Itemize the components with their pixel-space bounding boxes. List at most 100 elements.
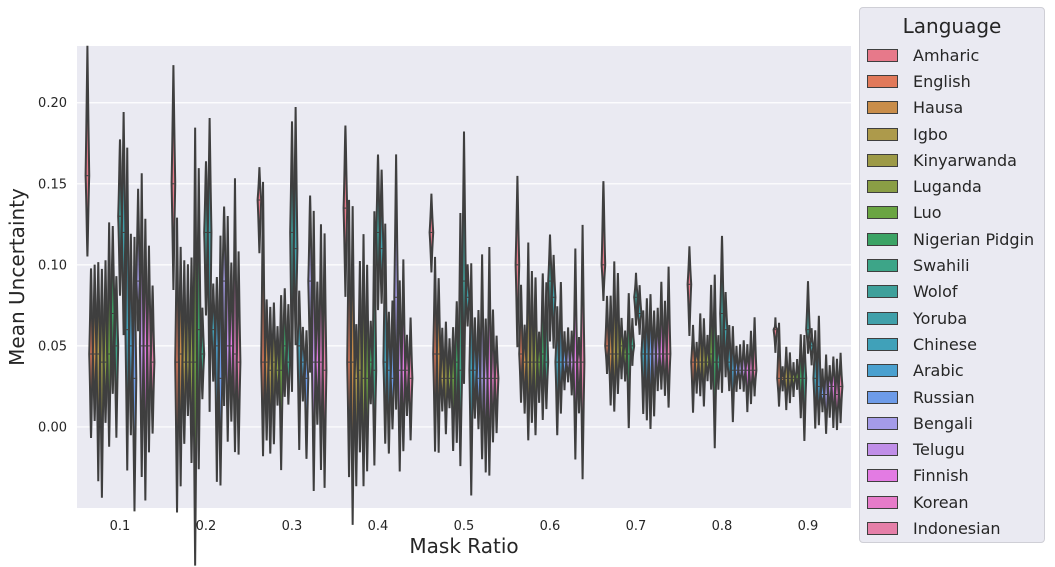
violin-indonesian <box>665 266 672 408</box>
legend-item-kinyarwanda: Kinyarwanda <box>860 147 1044 173</box>
violin-arabic <box>558 281 564 414</box>
legend-item-luganda: Luganda <box>860 173 1044 199</box>
violin-indonesian <box>493 335 500 434</box>
legend-swatch <box>867 48 898 62</box>
violin-indonesian <box>579 224 586 480</box>
violin-amharic <box>772 317 779 353</box>
legend-swatch <box>867 311 898 325</box>
violin-swahili <box>285 304 292 405</box>
legend-item-arabic: Arabic <box>860 358 1044 384</box>
violin-yoruba <box>120 112 127 336</box>
violin-igbo <box>267 306 274 454</box>
violin-chinese <box>812 330 819 429</box>
y-tick-label: 0.05 <box>38 339 67 354</box>
violin-swahili <box>371 211 378 466</box>
legend-label: Amharic <box>913 45 980 65</box>
violin-hausa <box>435 278 442 453</box>
violin-arabic <box>386 311 392 454</box>
violin-finnish <box>142 218 149 501</box>
violin-chinese <box>468 263 475 496</box>
violin-igbo <box>697 313 704 397</box>
legend-title: Language <box>902 14 1002 38</box>
violin-nigerian-pidgin <box>625 293 632 429</box>
violin-chinese <box>296 290 303 450</box>
violin-kinyarwanda <box>787 352 793 404</box>
violin-english <box>518 284 524 403</box>
legend-item-hausa: Hausa <box>860 95 1044 121</box>
violin-finnish <box>400 259 407 452</box>
violin-telugu <box>224 216 231 442</box>
violin-nigerian-pidgin <box>797 334 804 419</box>
violin-kinyarwanda <box>615 272 621 395</box>
violin-indonesian <box>321 233 328 488</box>
legend-label: Finnish <box>913 466 969 486</box>
violin-bengali <box>737 344 743 390</box>
violin-yoruba <box>722 291 729 378</box>
violin-arabic <box>644 298 650 421</box>
y-tick-label: 0.10 <box>38 258 67 273</box>
legend-swatch <box>867 127 898 141</box>
violin-yoruba <box>808 328 815 366</box>
legend-item-bengali: Bengali <box>860 410 1044 436</box>
violin-russian <box>475 310 482 430</box>
legend: Language Amharic English Hausa Igbo Kinyarwa… <box>859 7 1045 543</box>
violin-amharic <box>256 167 263 254</box>
legend-swatch <box>867 416 898 430</box>
legend-swatch <box>867 521 898 535</box>
legend-label: Telugu <box>913 440 965 460</box>
violin-yoruba <box>378 169 385 304</box>
y-tick-label: 0.20 <box>38 96 67 111</box>
violin-igbo <box>439 327 446 412</box>
violin-nigerian-pidgin <box>109 225 116 394</box>
x-tick-label: 0.2 <box>196 519 217 534</box>
violin-chinese <box>210 283 217 382</box>
x-tick-label: 0.1 <box>110 519 131 534</box>
violin-finnish <box>830 356 837 428</box>
y-tick-label: 0.00 <box>38 420 67 435</box>
violin-english <box>690 324 696 413</box>
y-axis: 0.00 0.05 0.10 0.15 0.20 <box>38 96 67 435</box>
y-axis-label: Mean Uncertainty <box>5 188 29 366</box>
x-axis: 0.1 0.2 0.3 0.4 0.5 0.6 0.7 0.8 0.9 <box>110 519 819 534</box>
legend-swatch <box>867 469 898 483</box>
violin-luganda <box>618 317 625 380</box>
legend-items: Amharic English Hausa Igbo Kinyarwanda Lugand… <box>860 42 1044 542</box>
violin-english <box>776 322 782 407</box>
legend-item-igbo: Igbo <box>860 121 1044 147</box>
violin-nigerian-pidgin <box>539 273 546 420</box>
violin-hausa <box>177 246 184 487</box>
legend-swatch <box>867 364 898 378</box>
violin-kinyarwanda <box>271 302 277 445</box>
legend-swatch <box>867 337 898 351</box>
x-tick-label: 0.6 <box>540 519 561 534</box>
violin-luganda <box>446 338 453 409</box>
violin-wolof <box>547 234 553 342</box>
violin-telugu <box>396 280 403 472</box>
violin-arabic <box>128 233 134 436</box>
legend-label: Yoruba <box>913 308 968 328</box>
legend-swatch <box>867 101 898 115</box>
legend-item-swahili: Swahili <box>860 252 1044 278</box>
violin-wolof <box>719 235 725 393</box>
violin-arabic <box>816 315 822 426</box>
legend-label: Hausa <box>913 98 964 118</box>
violin-luo <box>364 264 370 472</box>
legend-label: Kinyarwanda <box>913 150 1017 170</box>
legend-item-nigerian-pidgin: Nigerian Pidgin <box>860 226 1044 252</box>
legend-label: Russian <box>913 387 975 407</box>
violin-kinyarwanda <box>529 270 535 423</box>
violin-igbo <box>525 242 532 441</box>
violin-kinyarwanda <box>357 260 363 453</box>
legend-item-english: English <box>860 68 1044 94</box>
violin-finnish <box>572 248 579 460</box>
violin-indonesian <box>407 317 414 441</box>
legend-swatch <box>867 285 898 299</box>
violin-nigerian-pidgin <box>195 168 202 470</box>
legend-label: Luganda <box>913 177 982 197</box>
violin-bengali <box>135 188 141 332</box>
violin-russian <box>303 330 310 459</box>
x-tick-label: 0.7 <box>626 519 647 534</box>
violin-telugu <box>310 210 317 492</box>
violin-luo <box>106 222 112 447</box>
